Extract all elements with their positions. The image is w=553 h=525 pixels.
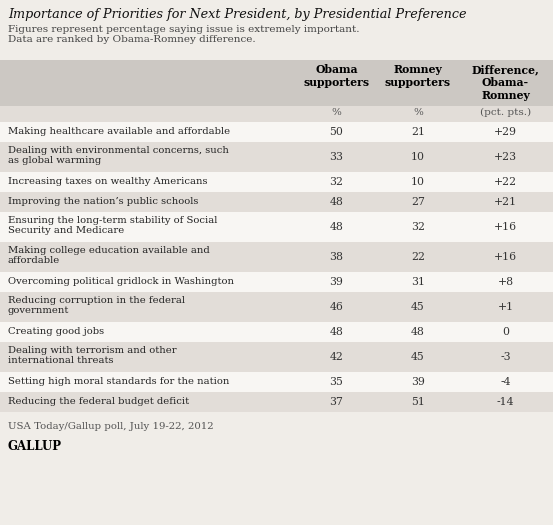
- Text: +29: +29: [494, 127, 517, 137]
- Text: 48: 48: [411, 327, 425, 337]
- Text: 48: 48: [330, 222, 343, 232]
- Text: +21: +21: [494, 197, 517, 207]
- Text: 39: 39: [411, 377, 425, 387]
- Text: GALLUP: GALLUP: [8, 440, 62, 453]
- Text: 0: 0: [502, 327, 509, 337]
- Bar: [0, 392, 553, 412]
- Text: Importance of Priorities for Next President, by Presidential Preference: Importance of Priorities for Next Presid…: [8, 8, 467, 21]
- Text: 39: 39: [330, 277, 343, 287]
- Text: 31: 31: [411, 277, 425, 287]
- Bar: [0, 172, 553, 192]
- Text: %: %: [332, 108, 341, 117]
- Bar: [0, 212, 553, 242]
- Bar: [0, 60, 553, 106]
- Text: 48: 48: [330, 197, 343, 207]
- Text: Difference,
Obama-
Romney: Difference, Obama- Romney: [472, 64, 539, 101]
- Text: -4: -4: [500, 377, 511, 387]
- Text: 51: 51: [411, 397, 425, 407]
- Text: Making healthcare available and affordable: Making healthcare available and affordab…: [8, 128, 230, 136]
- Text: Ensuring the long-term stability of Social
Security and Medicare: Ensuring the long-term stability of Soci…: [8, 216, 217, 235]
- Text: Dealing with terrorism and other
international threats: Dealing with terrorism and other interna…: [8, 346, 176, 365]
- Text: 46: 46: [330, 302, 343, 312]
- Text: 37: 37: [330, 397, 343, 407]
- Text: 42: 42: [330, 352, 343, 362]
- Text: 48: 48: [330, 327, 343, 337]
- Text: +16: +16: [494, 222, 517, 232]
- Text: 45: 45: [411, 302, 425, 312]
- Text: 10: 10: [411, 177, 425, 187]
- Text: 35: 35: [330, 377, 343, 387]
- Text: Reducing corruption in the federal
government: Reducing corruption in the federal gover…: [8, 296, 185, 316]
- Text: Setting high moral standards for the nation: Setting high moral standards for the nat…: [8, 377, 229, 386]
- Bar: [0, 242, 553, 272]
- Text: 22: 22: [411, 252, 425, 262]
- Text: +23: +23: [494, 152, 517, 162]
- Text: -14: -14: [497, 397, 514, 407]
- Text: +16: +16: [494, 252, 517, 262]
- Text: 27: 27: [411, 197, 425, 207]
- Bar: [0, 342, 553, 372]
- Text: Obama
supporters: Obama supporters: [304, 64, 369, 88]
- Text: Dealing with environmental concerns, such
as global warming: Dealing with environmental concerns, suc…: [8, 146, 229, 165]
- Text: 38: 38: [330, 252, 343, 262]
- Text: (pct. pts.): (pct. pts.): [480, 108, 531, 117]
- Text: Making college education available and
affordable: Making college education available and a…: [8, 246, 210, 266]
- Bar: [0, 106, 553, 122]
- Bar: [0, 272, 553, 292]
- Bar: [0, 372, 553, 392]
- Bar: [0, 322, 553, 342]
- Bar: [0, 192, 553, 212]
- Text: Data are ranked by Obama-Romney difference.: Data are ranked by Obama-Romney differen…: [8, 35, 255, 44]
- Text: USA Today/Gallup poll, July 19-22, 2012: USA Today/Gallup poll, July 19-22, 2012: [8, 422, 213, 431]
- Text: Reducing the federal budget deficit: Reducing the federal budget deficit: [8, 397, 189, 406]
- Bar: [0, 292, 553, 322]
- Text: Overcoming political gridlock in Washington: Overcoming political gridlock in Washing…: [8, 278, 234, 287]
- Text: -3: -3: [500, 352, 511, 362]
- Text: +8: +8: [498, 277, 514, 287]
- Text: 32: 32: [411, 222, 425, 232]
- Text: +1: +1: [498, 302, 514, 312]
- Text: 33: 33: [330, 152, 343, 162]
- Text: Improving the nation’s public schools: Improving the nation’s public schools: [8, 197, 199, 206]
- Text: +22: +22: [494, 177, 517, 187]
- Text: 32: 32: [330, 177, 343, 187]
- Text: Romney
supporters: Romney supporters: [385, 64, 451, 88]
- Bar: [0, 142, 553, 172]
- Text: 21: 21: [411, 127, 425, 137]
- Bar: [0, 122, 553, 142]
- Text: Figures represent percentage saying issue is extremely important.: Figures represent percentage saying issu…: [8, 25, 359, 34]
- Text: 45: 45: [411, 352, 425, 362]
- Text: Creating good jobs: Creating good jobs: [8, 328, 104, 337]
- Text: 50: 50: [330, 127, 343, 137]
- Text: %: %: [413, 108, 423, 117]
- Text: 10: 10: [411, 152, 425, 162]
- Text: Increasing taxes on wealthy Americans: Increasing taxes on wealthy Americans: [8, 177, 207, 186]
